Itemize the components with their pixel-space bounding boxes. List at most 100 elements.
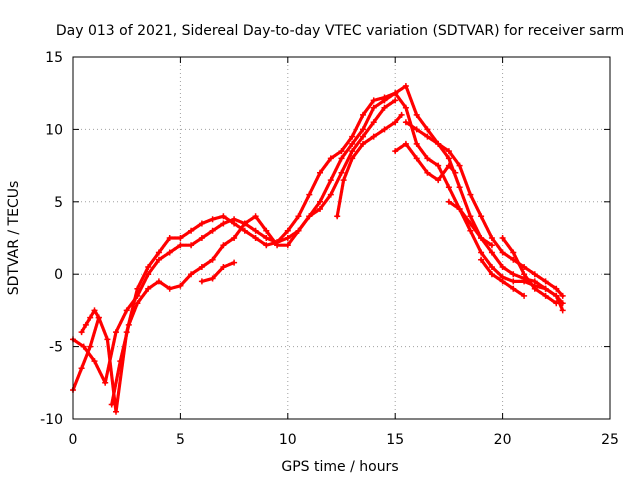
data-point	[424, 126, 431, 133]
data-point	[499, 264, 506, 270]
data-point	[402, 140, 409, 147]
data-point	[263, 227, 270, 234]
data-point	[113, 329, 119, 336]
x-tick-label: 10	[279, 432, 297, 448]
data-point	[402, 104, 409, 111]
data-point	[220, 220, 227, 227]
data-point	[413, 111, 420, 118]
series-track-11	[200, 261, 236, 283]
data-point	[188, 242, 195, 249]
plot-frame	[72, 56, 611, 420]
data-point	[488, 242, 495, 249]
x-tick-label: 25	[601, 432, 619, 448]
y-tick-label: -5	[49, 340, 63, 356]
data-point	[91, 358, 98, 365]
series-track-4	[335, 113, 404, 218]
data-point	[78, 365, 85, 372]
data-point	[499, 235, 506, 241]
data-point	[198, 220, 205, 227]
data-point	[381, 94, 388, 101]
data-point	[456, 184, 463, 191]
y-tick-label: -10	[40, 412, 63, 428]
data-point	[155, 256, 162, 263]
data-point	[209, 227, 216, 234]
data-point	[252, 213, 259, 220]
data-point	[499, 249, 506, 256]
data-point	[317, 198, 323, 205]
data-point	[177, 242, 184, 249]
data-point	[402, 119, 409, 126]
data-point	[402, 83, 409, 89]
data-point	[510, 249, 517, 256]
data-point	[542, 285, 549, 292]
data-point	[424, 155, 431, 162]
data-point	[295, 227, 302, 234]
data-point	[521, 292, 528, 299]
data-point	[252, 227, 259, 234]
data-point	[198, 264, 205, 270]
axis-ticks: 0 5 10 15 20 25 -10 -5 0 5 10 15	[40, 50, 619, 448]
data-point	[360, 140, 366, 147]
data-point	[220, 264, 227, 270]
data-point	[488, 271, 495, 278]
data-point	[435, 162, 442, 169]
y-tick-label: 10	[45, 122, 63, 138]
data-point	[435, 140, 442, 147]
x-tick-label: 20	[494, 432, 512, 448]
data-point	[435, 177, 442, 184]
data-point	[145, 285, 152, 292]
x-tick-label: 5	[176, 432, 185, 448]
data-point	[424, 133, 431, 140]
data-point	[327, 191, 334, 198]
data-point	[370, 97, 377, 104]
data-point	[284, 227, 291, 234]
data-point	[155, 278, 162, 285]
data-point	[349, 140, 356, 147]
series-track-8	[501, 236, 558, 305]
data-point	[177, 235, 184, 241]
data-point	[209, 275, 216, 282]
data-point	[349, 133, 356, 140]
data-point	[478, 249, 485, 256]
data-point	[198, 278, 205, 285]
data-point	[220, 213, 227, 220]
data-point	[445, 155, 452, 162]
data-point	[87, 314, 94, 321]
data-point	[553, 285, 560, 292]
data-point	[510, 285, 517, 292]
data-point	[334, 213, 341, 220]
data-point	[108, 401, 115, 408]
data-point	[456, 206, 463, 212]
y-tick-label: 5	[54, 195, 63, 211]
data-point	[370, 133, 377, 140]
series-track-2	[71, 84, 565, 414]
data-point	[381, 126, 388, 133]
data-point	[445, 148, 452, 155]
data-point	[123, 307, 130, 314]
data-point	[80, 343, 87, 350]
data-point	[392, 97, 399, 104]
data-point	[413, 140, 420, 147]
data-point	[198, 235, 205, 241]
data-point	[274, 242, 281, 249]
data-point	[306, 213, 313, 220]
data-point	[327, 155, 334, 162]
data-point	[87, 343, 94, 350]
data-point	[521, 271, 528, 278]
data-point	[241, 220, 248, 227]
data-point	[338, 169, 345, 176]
data-point	[317, 169, 323, 176]
data-layer	[70, 83, 566, 415]
data-point	[467, 213, 474, 220]
data-point	[102, 379, 109, 386]
data-point	[134, 285, 141, 292]
x-axis-label: GPS time / hours	[281, 459, 398, 475]
data-point	[263, 235, 270, 241]
grid-lines	[73, 57, 610, 419]
data-point	[145, 264, 152, 270]
data-point	[134, 300, 141, 307]
data-point	[360, 126, 366, 133]
data-point	[499, 278, 506, 285]
data-point	[125, 321, 132, 328]
data-point	[392, 90, 399, 97]
